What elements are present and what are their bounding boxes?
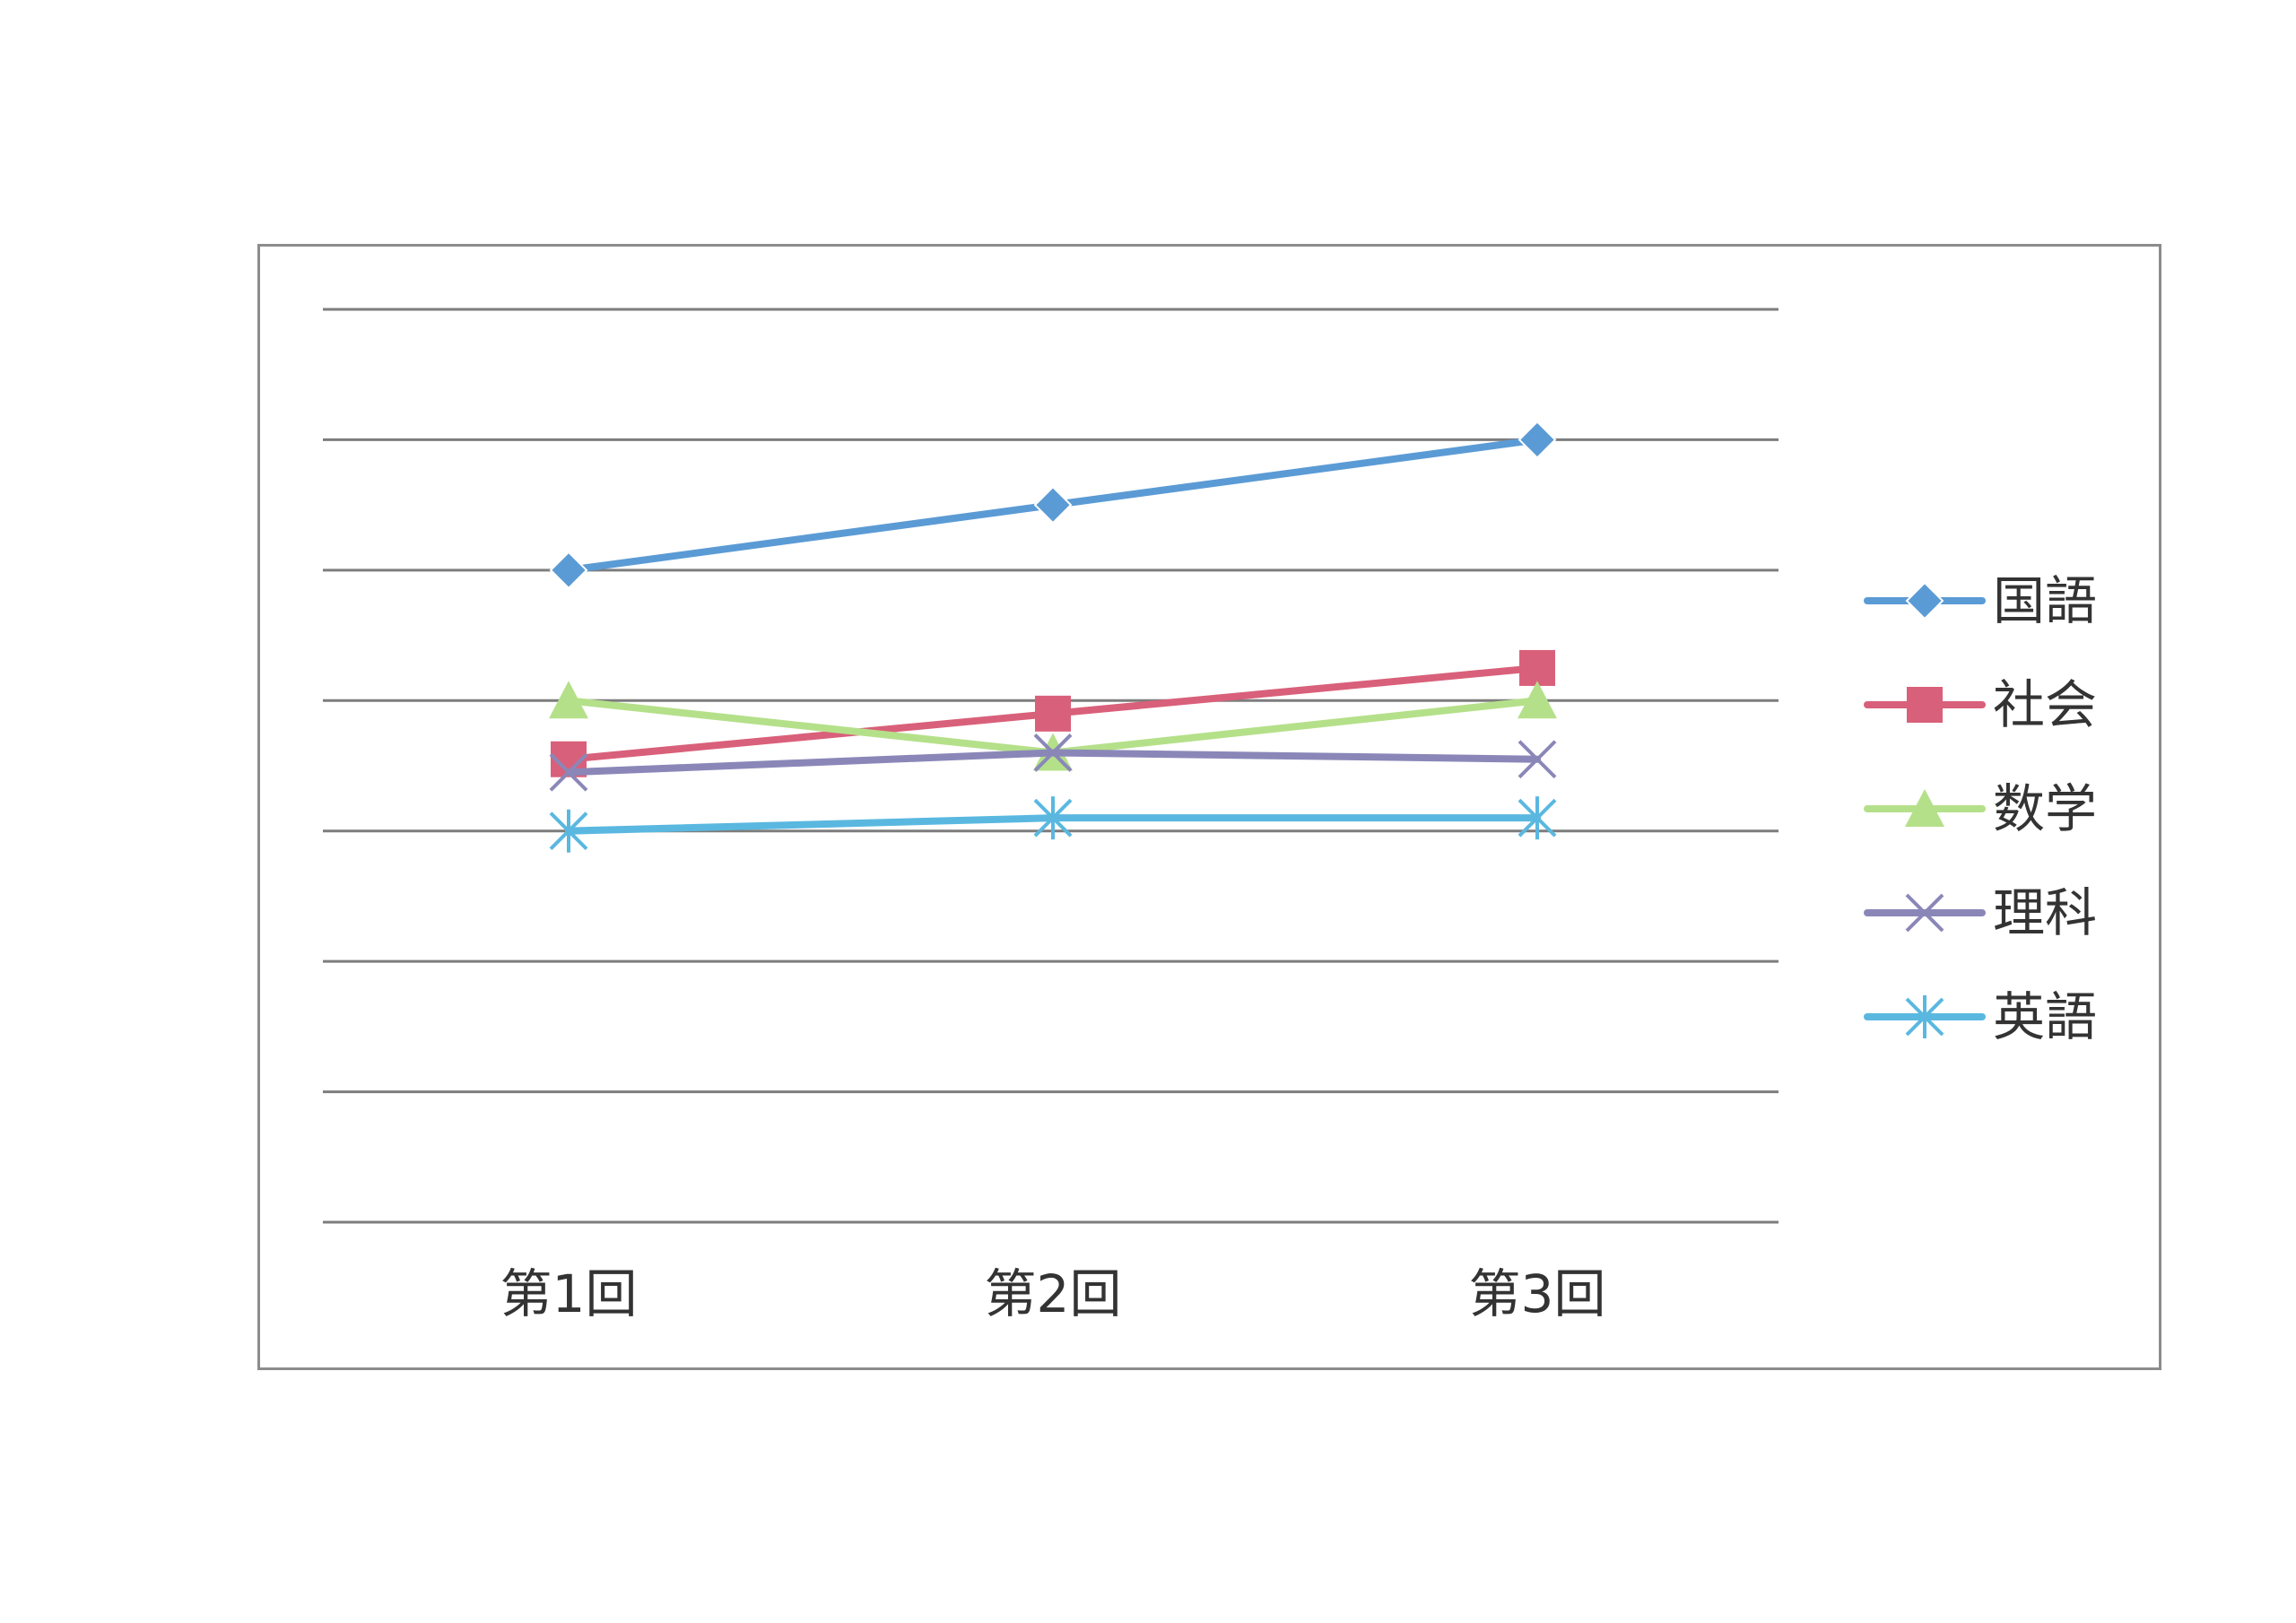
- x-tick-label: 第2回: [985, 1263, 1122, 1324]
- series-1: [549, 421, 1557, 590]
- x-tick-label: 第1回: [500, 1263, 638, 1324]
- data-point: [549, 551, 588, 590]
- legend-marker: [1905, 893, 1944, 933]
- legend-item: 英語: [1864, 986, 2097, 1047]
- data-point: [1518, 681, 1557, 719]
- data-point: [549, 681, 588, 719]
- legend-marker: [1905, 789, 1944, 827]
- data-point: [1033, 733, 1073, 772]
- data-point: [1518, 740, 1557, 779]
- legend-item: 社会: [1864, 674, 2097, 735]
- x-tick-label: 第3回: [1469, 1263, 1606, 1324]
- legend-marker: [1905, 581, 1944, 621]
- data-point: [1033, 485, 1073, 525]
- legend-marker: [1907, 687, 1943, 723]
- data-point: [1033, 796, 1073, 840]
- legend-label: 数学: [1993, 778, 2097, 839]
- legend-label: 理科: [1993, 882, 2097, 943]
- series-5: [549, 796, 1557, 853]
- legend-label: 英語: [1993, 986, 2097, 1047]
- legend-item: 数学: [1864, 778, 2097, 839]
- data-point: [1035, 695, 1071, 732]
- legend-item: 国語: [1864, 570, 2097, 631]
- legend-label: 社会: [1993, 674, 2097, 735]
- legend-label: 国語: [1993, 570, 2097, 631]
- data-point: [1519, 649, 1555, 686]
- legend-item: 理科: [1864, 882, 2097, 943]
- legend-marker: [1905, 995, 1944, 1038]
- data-point: [549, 752, 588, 792]
- series-4: [549, 733, 1557, 792]
- chart-frame: 第1回 第2回 第3回 国語社会数学理科英語: [257, 244, 2161, 1370]
- data-point: [1518, 796, 1557, 840]
- series-layer: [549, 421, 1557, 853]
- data-point: [549, 809, 588, 853]
- data-point: [1518, 421, 1557, 459]
- x-axis-ticks: 第1回 第2回 第3回: [500, 1263, 1606, 1324]
